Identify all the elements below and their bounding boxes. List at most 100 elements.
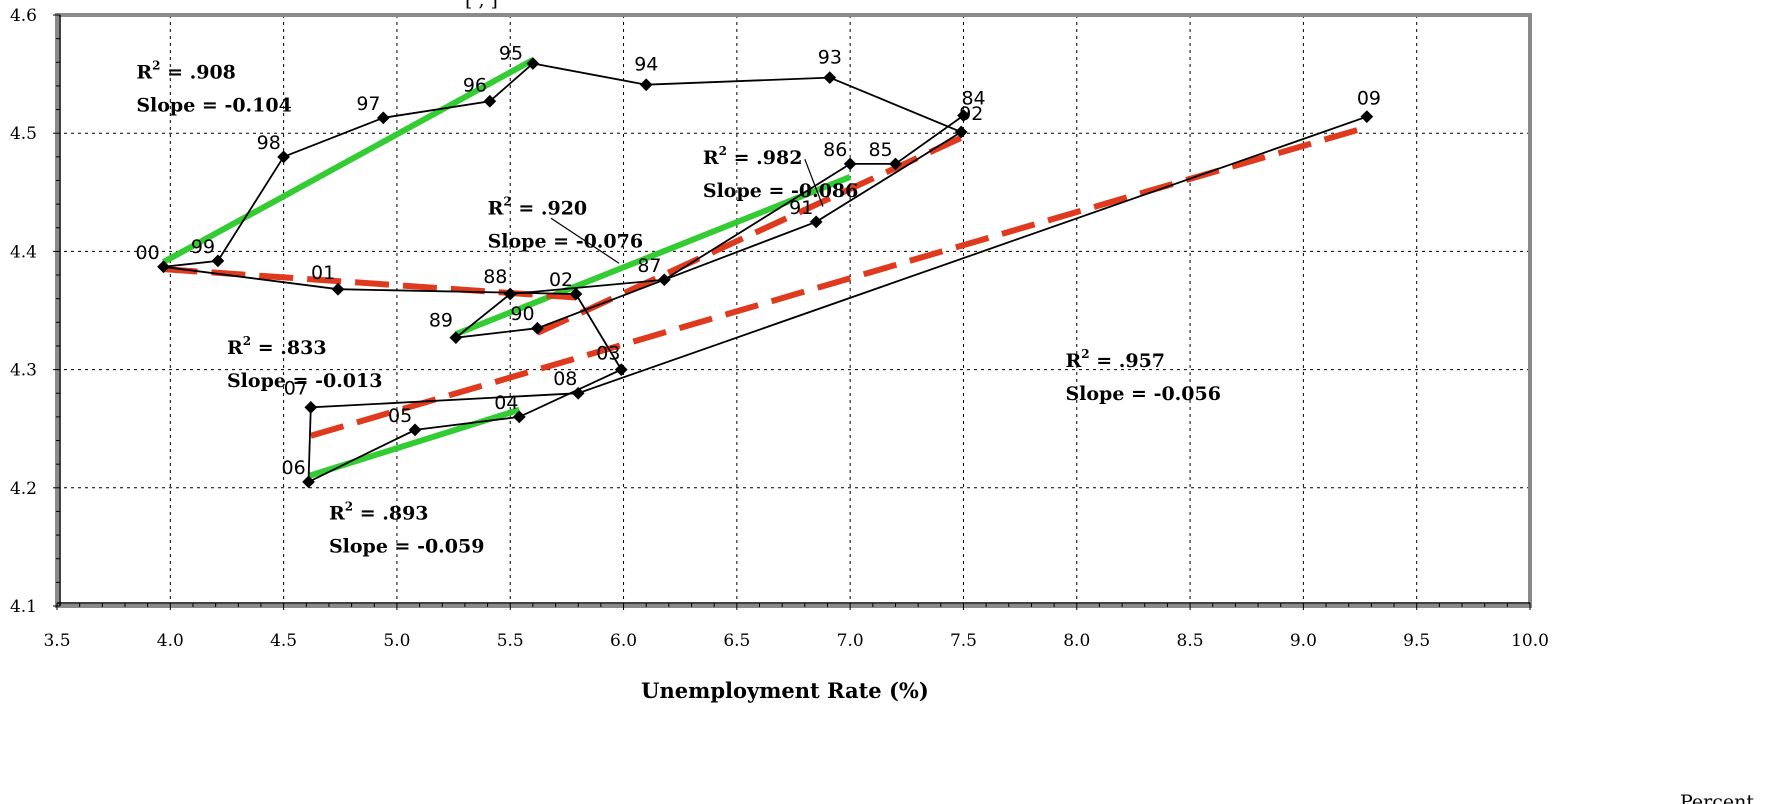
r-squared-label: R2 = .920: [488, 195, 588, 220]
data-point-marker: [302, 475, 315, 489]
data-point-label: 84: [961, 87, 985, 109]
data-point-label: 02: [549, 269, 573, 291]
data-point-label: 90: [510, 303, 534, 325]
data-point-label: 94: [634, 54, 658, 76]
data-point-label: 91: [789, 197, 813, 219]
slope-label: Slope = -0.013: [227, 370, 383, 392]
x-tick-label: 8.0: [1063, 631, 1090, 651]
r-squared-value: = .920: [512, 198, 587, 220]
r-squared-label: R2 = .833: [227, 334, 327, 359]
r-squared-prefix: R: [329, 503, 345, 525]
r-squared-exponent: 2: [503, 195, 511, 209]
r-squared-prefix: R: [227, 337, 243, 359]
data-point-marker: [614, 363, 628, 376]
y-tick-label: 4.4: [10, 242, 37, 262]
r-squared-exponent: 2: [243, 334, 251, 348]
x-tick-label: 9.5: [1403, 631, 1430, 651]
data-point-marker: [639, 78, 653, 92]
data-point-marker: [1360, 110, 1374, 124]
data-point-marker: [954, 125, 968, 139]
x-tick-label: 3.5: [43, 631, 70, 651]
y-tick-label: 4.5: [10, 124, 37, 144]
data-point-label: 01: [311, 262, 335, 284]
x-tick-label: 10.0: [1511, 631, 1549, 651]
r-squared-exponent: 2: [719, 144, 727, 158]
data-point-label: 87: [637, 255, 661, 277]
r-squared-value: = .833: [251, 337, 326, 359]
leader-line: [804, 158, 824, 207]
slope-label: Slope = -0.056: [1065, 383, 1221, 405]
green-fit-line: [162, 57, 535, 265]
r-squared-exponent: 2: [345, 500, 353, 514]
data-point-label: 99: [191, 236, 215, 258]
y-tick-label: 4.2: [10, 479, 37, 499]
data-point-marker: [408, 423, 422, 437]
data-point-label: 97: [356, 93, 380, 115]
data-point-marker: [376, 111, 390, 125]
x-tick-label: 5.5: [497, 631, 524, 651]
data-point-label: 95: [499, 42, 523, 64]
x-tick-label: 6.5: [723, 631, 750, 651]
data-point-label: 08: [553, 368, 577, 390]
fit-lines: [162, 57, 1368, 479]
data-point-marker: [331, 282, 345, 296]
data-point-label: 93: [818, 47, 842, 69]
top-caption: [ , ]: [465, 0, 498, 11]
data-point-label: 07: [284, 377, 308, 399]
data-series: 84 85 86 87 88 89 90 91 92 93 94 95 96 97 98 99 00 01 02 03…: [136, 42, 1381, 489]
data-point-label: 06: [282, 457, 306, 479]
data-point-marker: [157, 260, 170, 274]
x-tick-label: 6.0: [610, 631, 637, 651]
data-point-label: 89: [429, 310, 453, 332]
data-point-label: 85: [868, 139, 892, 161]
x-axis-title: Unemployment Rate (%): [641, 678, 929, 703]
x-tick-label: 7.5: [950, 631, 977, 651]
data-point-label: 92: [959, 103, 983, 125]
axes: 3.5 4.0 4.5 5.0 5.5 6.0 6.5 7.0 7.5 8.0 8.5 9.0 9.5 1…: [10, 6, 1549, 651]
slope-label: Slope = -0.104: [136, 95, 292, 117]
data-point-label: 88: [483, 266, 507, 288]
data-point-marker: [277, 150, 290, 164]
data-point-label: 04: [494, 392, 518, 414]
x-tick-label: 4.5: [270, 631, 297, 651]
data-point-marker: [483, 94, 497, 108]
data-point-label: 98: [257, 132, 281, 154]
r-squared-value: = .957: [1090, 350, 1165, 372]
r-squared-label: R2 = .908: [136, 59, 236, 84]
data-point-label: 96: [463, 74, 487, 96]
series-path: [163, 62, 1368, 484]
green-fit-line: [454, 174, 852, 337]
r-squared-exponent: 2: [1081, 347, 1089, 361]
x-tick-label: 4.0: [157, 631, 184, 651]
r-squared-label: R2 = .982: [703, 144, 803, 169]
data-point-label: 86: [823, 139, 847, 161]
r-squared-value: = .893: [353, 503, 428, 525]
r-squared-label: R2 = .893: [329, 500, 429, 525]
r-squared-prefix: R: [703, 147, 719, 169]
r-squared-prefix: R: [136, 62, 152, 84]
r-squared-value: = .982: [727, 147, 802, 169]
data-point-marker: [823, 71, 837, 85]
x-tick-label: 9.0: [1290, 631, 1317, 651]
x-tick-label: 5.0: [383, 631, 410, 651]
data-point-label: 03: [596, 343, 620, 365]
data-point-label: 00: [136, 242, 160, 264]
data-point-marker: [304, 401, 318, 414]
data-point-marker: [211, 254, 225, 268]
data-point-marker: [449, 331, 463, 345]
plot-frame: [55, 13, 1532, 608]
x-tick-label: 8.5: [1177, 631, 1204, 651]
leader-line: [550, 217, 620, 264]
y-tick-label: 4.1: [10, 597, 37, 617]
r-squared-value: = .908: [160, 62, 235, 84]
y-tick-label: 4.3: [10, 361, 37, 381]
slope-label: Slope = -0.086: [703, 180, 859, 202]
data-point-label: 09: [1357, 88, 1381, 110]
x-tick-label: 7.0: [837, 631, 864, 651]
slope-label: Slope = -0.076: [488, 231, 644, 253]
corner-text: Percent: [1680, 791, 1754, 804]
r-squared-prefix: R: [488, 198, 504, 220]
r-squared-exponent: 2: [152, 59, 160, 73]
data-point-label: 05: [388, 405, 412, 427]
